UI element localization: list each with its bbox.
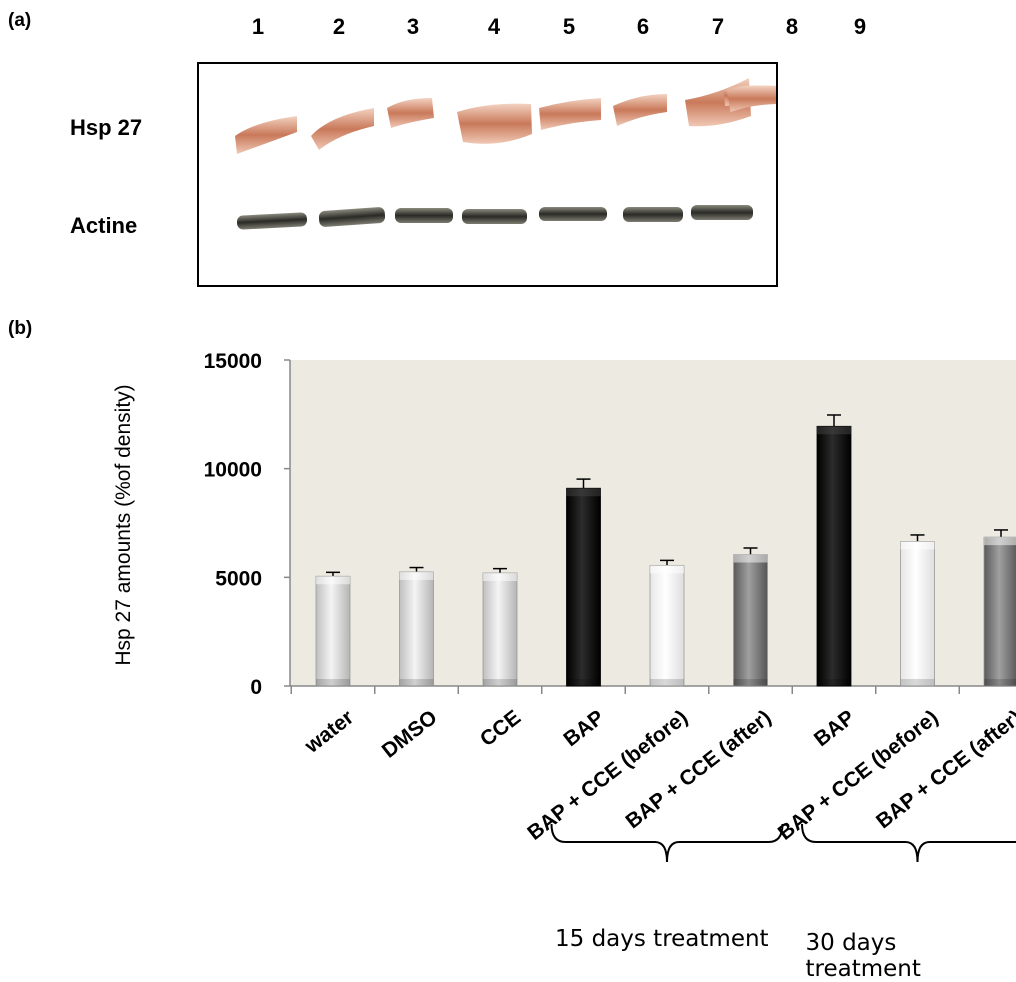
- bar-bottom-shade: [399, 679, 434, 686]
- bar-bottom-shade: [650, 679, 684, 686]
- x-tick-label-6: BAP + CCE (after): [621, 706, 775, 833]
- bars-group: [315, 414, 1016, 687]
- bar-bottom-shade: [733, 679, 768, 686]
- x-tick-label-8: BAP + CCE (before): [774, 706, 943, 845]
- bar-bottom-shade: [900, 679, 935, 686]
- bar-bottom-shade: [483, 679, 517, 686]
- blot-image: [197, 62, 846, 287]
- group-bracket-1: [550, 823, 784, 863]
- lane-number-9: 9: [853, 14, 867, 39]
- group-brackets: [550, 823, 1016, 863]
- x-tick-label-7: BAP: [810, 706, 859, 751]
- x-tick-label-3: CCE: [476, 706, 525, 751]
- y-tick-label: 15000: [204, 350, 262, 373]
- bar-5: [649, 564, 685, 687]
- lane-number-2: 2: [332, 14, 346, 39]
- bar-8: [900, 541, 935, 687]
- actine-row-label: Actine: [70, 213, 138, 238]
- panel-a-label: (a): [8, 10, 32, 31]
- lane-number-8: 8: [785, 14, 799, 39]
- lane-number-1: 1: [251, 14, 265, 39]
- bar-top-highlight: [984, 537, 1016, 546]
- bar-6: [733, 554, 768, 687]
- bar-top-highlight: [399, 571, 434, 580]
- lane-number-3: 3: [406, 14, 420, 39]
- bar-4: [566, 487, 601, 687]
- panel-b-label: (b): [8, 318, 33, 339]
- bar-3: [482, 572, 518, 687]
- hsp27-row-label: Hsp 27: [70, 115, 143, 140]
- bar-2: [399, 571, 434, 687]
- bar-top-highlight: [566, 488, 601, 497]
- bar-top-highlight: [733, 554, 768, 563]
- bar-bottom-shade: [316, 679, 350, 686]
- x-tick-label-2: DMSO: [378, 706, 442, 763]
- y-axis-label: Hsp 27 amounts (%of density): [112, 384, 135, 665]
- blot-bands-graphic: [235, 78, 846, 230]
- x-tick-label-5: BAP + CCE (before): [523, 706, 692, 845]
- lane-number-4: 4: [487, 14, 501, 39]
- bar-1: [315, 575, 351, 687]
- bar-9: [983, 536, 1016, 687]
- bar-bottom-shade: [817, 679, 851, 686]
- bar-top-highlight: [900, 541, 935, 550]
- bar-bottom-shade: [566, 679, 601, 686]
- y-tick-label: 0: [250, 676, 262, 699]
- x-tick-label-4: BAP: [559, 706, 608, 751]
- group-label-1: 15 days treatment: [555, 926, 769, 952]
- bar-bottom-shade: [984, 679, 1016, 686]
- bar-7: [816, 425, 852, 687]
- lane-number-6: 6: [636, 14, 650, 39]
- bar-top-highlight: [316, 576, 350, 585]
- bar-top-highlight: [483, 572, 517, 581]
- group-bracket-2: [801, 823, 1016, 863]
- lane-number-7: 7: [711, 14, 725, 39]
- y-tick-label: 5000: [215, 567, 262, 590]
- group-label-2: 30 days treatment: [805, 930, 921, 982]
- x-tick-label-9: BAP + CCE (after): [872, 706, 1016, 833]
- y-tick-label: 10000: [204, 459, 262, 482]
- x-tick-label-1: water: [300, 706, 358, 759]
- bar-top-highlight: [817, 426, 851, 435]
- bar-top-highlight: [650, 565, 684, 574]
- lane-number-5: 5: [562, 14, 576, 39]
